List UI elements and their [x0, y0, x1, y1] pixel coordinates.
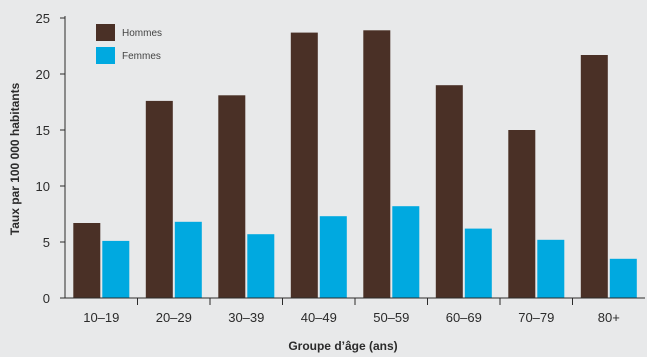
bar-femmes-6: [537, 239, 565, 298]
bar-hommes-5: [435, 85, 463, 298]
x-tick-label: 40–49: [301, 310, 337, 325]
bar-hommes-3: [290, 32, 318, 298]
y-tick-label: 20: [36, 67, 50, 82]
x-tick-label: 80+: [598, 310, 620, 325]
x-tick-label: 50–59: [373, 310, 409, 325]
x-axis-title: Groupe d’âge (ans): [288, 339, 397, 353]
bar-hommes-4: [363, 30, 391, 299]
y-axis-title: Taux par 100 000 habitants: [8, 82, 22, 235]
y-tick-label: 25: [36, 11, 50, 26]
bar-femmes-1: [174, 221, 202, 298]
bar-femmes-3: [319, 216, 347, 298]
x-tick-label: 30–39: [228, 310, 264, 325]
x-tick-label: 60–69: [446, 310, 482, 325]
y-tick-label: 5: [43, 235, 50, 250]
legend-swatch-hommes: [96, 24, 115, 41]
bar-hommes-6: [508, 130, 536, 298]
bar-hommes-2: [218, 95, 246, 298]
legend-swatch-femmes: [96, 47, 115, 64]
legend: Hommes Femmes: [96, 24, 162, 64]
legend-label-hommes: Hommes: [122, 28, 162, 39]
axes-layer: 10–19 20–29 30–39 40–49 50–59 60–69 70–79 80+ 0 5…: [36, 11, 645, 325]
x-tick-label: 10–19: [83, 310, 119, 325]
bar-femmes-4: [392, 206, 420, 298]
bar-hommes-0: [73, 223, 101, 298]
y-tick-label: 10: [36, 179, 50, 194]
bar-femmes-7: [609, 258, 637, 298]
legend-label-femmes: Femmes: [122, 51, 161, 62]
y-tick-label: 0: [43, 291, 50, 306]
bar-hommes-7: [580, 55, 608, 298]
bar-femmes-2: [247, 234, 275, 298]
bar-femmes-0: [102, 240, 130, 298]
y-tick-label: 15: [36, 123, 50, 138]
x-tick-label: 20–29: [156, 310, 192, 325]
bar-hommes-1: [145, 100, 173, 299]
x-tick-label: 70–79: [518, 310, 554, 325]
bar-femmes-5: [464, 228, 492, 298]
bars-layer: [73, 30, 637, 299]
